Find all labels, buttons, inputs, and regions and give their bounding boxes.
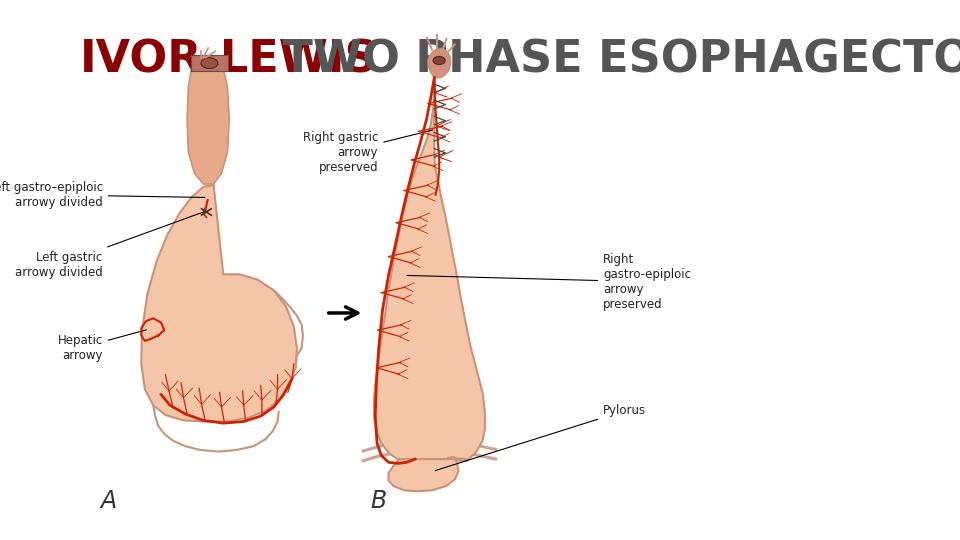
Text: Left gastro–epiploic
arrowy divided: Left gastro–epiploic arrowy divided	[0, 181, 204, 209]
Polygon shape	[374, 78, 485, 461]
Text: Right gastric
arrowy
preserved: Right gastric arrowy preserved	[302, 130, 433, 174]
Ellipse shape	[433, 57, 445, 64]
Polygon shape	[187, 59, 229, 184]
Polygon shape	[428, 49, 450, 78]
Ellipse shape	[201, 58, 218, 69]
Text: Hepatic
arrowy: Hepatic arrowy	[58, 330, 147, 362]
Text: B: B	[371, 489, 386, 513]
Polygon shape	[191, 55, 228, 71]
Polygon shape	[389, 457, 467, 491]
Text: IVOR-LEWIS: IVOR-LEWIS	[80, 39, 377, 82]
Text: Right
gastro-epiploic
arrowy
preserved: Right gastro-epiploic arrowy preserved	[407, 253, 691, 311]
Text: TWO PHASE ESOPHAGECTOMY: TWO PHASE ESOPHAGECTOMY	[267, 39, 960, 82]
Polygon shape	[141, 185, 297, 422]
Text: Pylorus: Pylorus	[435, 404, 646, 471]
Text: A: A	[101, 489, 117, 513]
Text: Left gastric
arrowy divided: Left gastric arrowy divided	[15, 212, 204, 279]
